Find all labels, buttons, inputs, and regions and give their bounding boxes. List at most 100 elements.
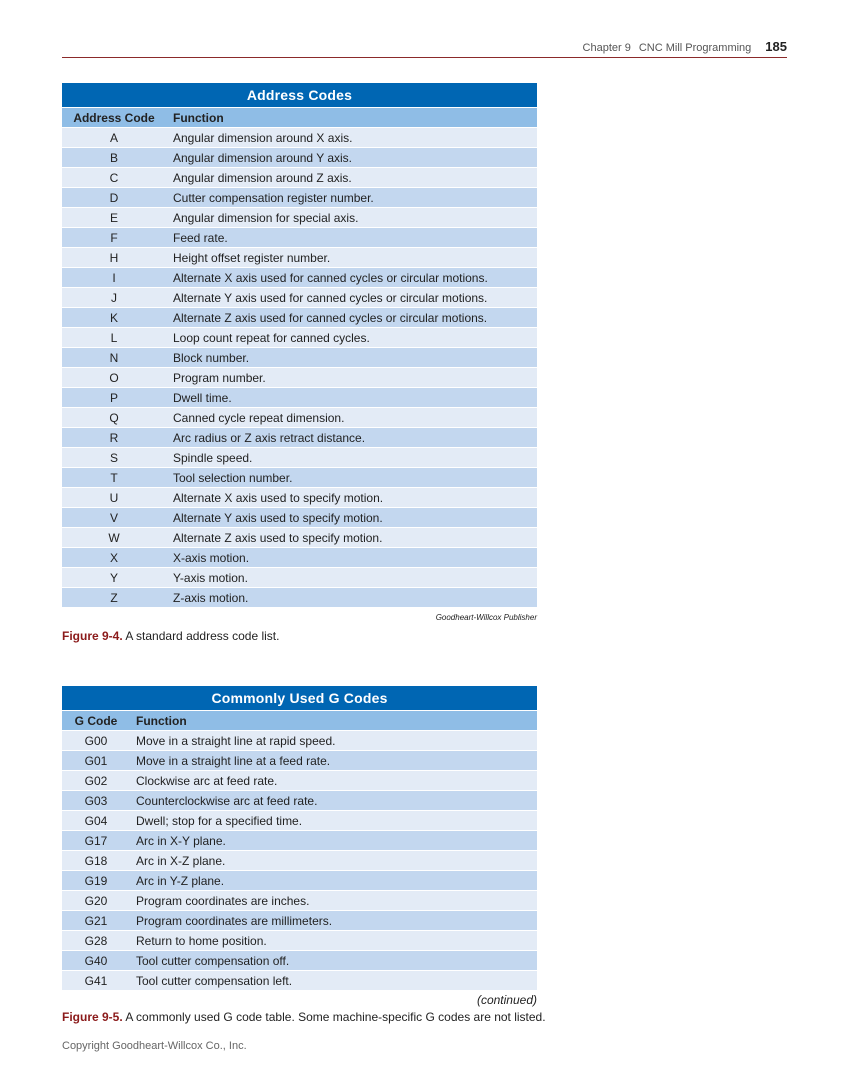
function-cell: Alternate Y axis used to specify motion. [166, 507, 537, 528]
code-cell: T [62, 467, 166, 488]
function-cell: Dwell; stop for a specified time. [130, 810, 537, 831]
function-cell: Arc in X-Y plane. [130, 830, 537, 851]
function-cell: Move in a straight line at a feed rate. [130, 750, 537, 771]
function-cell: Loop count repeat for canned cycles. [166, 327, 537, 348]
function-cell: Tool selection number. [166, 467, 537, 488]
function-cell: Feed rate. [166, 227, 537, 248]
function-cell: Height offset register number. [166, 247, 537, 268]
column-header: G Code [62, 710, 130, 731]
table-row: G01 Move in a straight line at a feed rat… [62, 750, 537, 771]
table-row: O Program number. [62, 367, 537, 388]
function-cell: Program coordinates are inches. [130, 890, 537, 911]
function-cell: Tool cutter compensation off. [130, 950, 537, 971]
table-row: R Arc radius or Z axis retract distance. [62, 427, 537, 448]
code-cell: I [62, 267, 166, 288]
table-row: G28 Return to home position. [62, 930, 537, 951]
table-row: E Angular dimension for special axis. [62, 207, 537, 228]
function-cell: Program coordinates are millimeters. [130, 910, 537, 931]
table-row: A Angular dimension around X axis. [62, 127, 537, 148]
table-row: U Alternate X axis used to specify motion… [62, 487, 537, 508]
table-row: Z Z-axis motion. [62, 587, 537, 608]
code-cell: G18 [62, 850, 130, 871]
code-cell: G20 [62, 890, 130, 911]
table-row: G41 Tool cutter compensation left. [62, 970, 537, 991]
page-number: 185 [765, 39, 787, 54]
column-header: Function [166, 107, 537, 128]
code-cell: G03 [62, 790, 130, 811]
code-cell: G21 [62, 910, 130, 931]
code-cell: G41 [62, 970, 130, 991]
code-cell: B [62, 147, 166, 168]
code-cell: G19 [62, 870, 130, 891]
function-cell: Y-axis motion. [166, 567, 537, 588]
table-row: G00 Move in a straight line at rapid spee… [62, 730, 537, 751]
code-cell: J [62, 287, 166, 308]
table-row: G04 Dwell; stop for a specified time. [62, 810, 537, 831]
table-row: B Angular dimension around Y axis. [62, 147, 537, 168]
table-row: X X-axis motion. [62, 547, 537, 568]
function-cell: Program number. [166, 367, 537, 388]
table-row: I Alternate X axis used for canned cycles… [62, 267, 537, 288]
table-row: G19 Arc in Y-Z plane. [62, 870, 537, 891]
address-codes-table: Address Codes Address Code Function A Angu… [62, 83, 537, 608]
table-row: L Loop count repeat for canned cycles. [62, 327, 537, 348]
function-cell: Spindle speed. [166, 447, 537, 468]
code-cell: G00 [62, 730, 130, 751]
function-cell: Angular dimension around Y axis. [166, 147, 537, 168]
code-cell: P [62, 387, 166, 408]
code-cell: G17 [62, 830, 130, 851]
figure-caption: Figure 9-4. A standard address code list… [62, 629, 279, 643]
function-cell: Alternate Z axis used for canned cycles … [166, 307, 537, 328]
code-cell: N [62, 347, 166, 368]
header-rule [62, 57, 787, 58]
table-row: T Tool selection number. [62, 467, 537, 488]
table-row: G20 Program coordinates are inches. [62, 890, 537, 911]
function-cell: Alternate Z axis used to specify motion. [166, 527, 537, 548]
code-cell: F [62, 227, 166, 248]
function-cell: Counterclockwise arc at feed rate. [130, 790, 537, 811]
function-cell: Arc in Y-Z plane. [130, 870, 537, 891]
function-cell: Angular dimension for special axis. [166, 207, 537, 228]
function-cell: Return to home position. [130, 930, 537, 951]
function-cell: Tool cutter compensation left. [130, 970, 537, 991]
code-cell: G04 [62, 810, 130, 831]
code-cell: V [62, 507, 166, 528]
table-row: H Height offset register number. [62, 247, 537, 268]
table-row: J Alternate Y axis used for canned cycles… [62, 287, 537, 308]
function-cell: Arc radius or Z axis retract distance. [166, 427, 537, 448]
code-cell: U [62, 487, 166, 508]
table-row: G02 Clockwise arc at feed rate. [62, 770, 537, 791]
continued-note: (continued) [476, 993, 537, 1007]
table-row: Q Canned cycle repeat dimension. [62, 407, 537, 428]
code-cell: O [62, 367, 166, 388]
code-cell: G01 [62, 750, 130, 771]
table-row: G40 Tool cutter compensation off. [62, 950, 537, 971]
code-cell: H [62, 247, 166, 268]
code-cell: S [62, 447, 166, 468]
table-row: V Alternate Y axis used to specify motion… [62, 507, 537, 528]
function-cell: Alternate X axis used to specify motion. [166, 487, 537, 508]
table-row: Y Y-axis motion. [62, 567, 537, 588]
function-cell: Block number. [166, 347, 537, 368]
code-cell: E [62, 207, 166, 228]
copyright: Copyright Goodheart-Willcox Co., Inc. [62, 1040, 247, 1052]
function-cell: Z-axis motion. [166, 587, 537, 608]
code-cell: G28 [62, 930, 130, 951]
table-row: D Cutter compensation register number. [62, 187, 537, 208]
table-row: K Alternate Z axis used for canned cycles… [62, 307, 537, 328]
code-cell: X [62, 547, 166, 568]
table-row: P Dwell time. [62, 387, 537, 408]
table-row: C Angular dimension around Z axis. [62, 167, 537, 188]
table-title: Address Codes [62, 83, 537, 108]
chapter-number: Chapter 9 [582, 42, 631, 54]
code-cell: Y [62, 567, 166, 588]
code-cell: L [62, 327, 166, 348]
code-cell: C [62, 167, 166, 188]
function-cell: Cutter compensation register number. [166, 187, 537, 208]
figure-credit: Goodheart-Willcox Publisher [435, 613, 537, 622]
function-cell: X-axis motion. [166, 547, 537, 568]
table-header-row: G Code Function [62, 710, 537, 731]
function-cell: Arc in X-Z plane. [130, 850, 537, 871]
function-cell: Angular dimension around Z axis. [166, 167, 537, 188]
